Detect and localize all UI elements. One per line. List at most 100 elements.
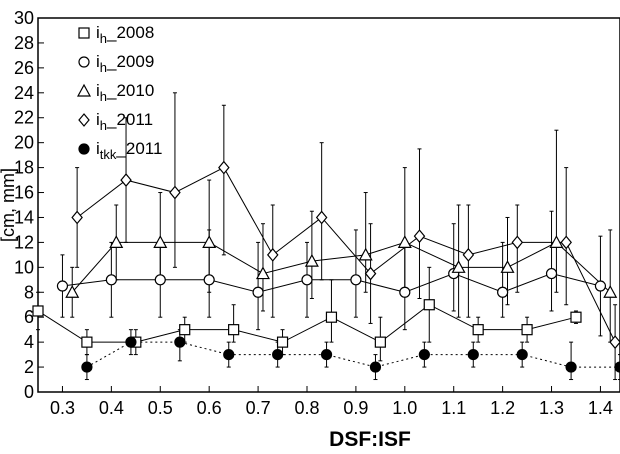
data-point <box>65 285 80 298</box>
y-tick-label: 26 <box>14 58 34 78</box>
x-tick-label: 0.8 <box>294 398 319 418</box>
data-point <box>105 274 117 286</box>
data-point <box>358 247 373 261</box>
data-point <box>374 336 386 348</box>
data-point <box>364 266 377 281</box>
data-point <box>202 235 217 248</box>
data-point <box>276 336 289 348</box>
x-tick-label: 0.4 <box>99 398 124 418</box>
y-tick-label: 12 <box>14 232 34 252</box>
x-tick-label: 1.3 <box>539 398 564 418</box>
data-point <box>609 335 620 350</box>
series-markers <box>32 160 620 373</box>
data-point <box>614 361 620 373</box>
data-point <box>500 260 515 273</box>
x-tick-label: 1.0 <box>392 398 417 418</box>
data-point <box>320 349 333 361</box>
data-point <box>153 235 168 248</box>
data-point <box>545 267 558 280</box>
data-point <box>56 280 69 292</box>
error-bars <box>36 92 620 381</box>
data-point <box>467 349 479 361</box>
legend-marker <box>76 83 92 97</box>
data-point <box>472 324 484 336</box>
y-tick-label: 0 <box>24 382 34 402</box>
series-line <box>76 166 616 343</box>
y-tick-label: 28 <box>14 33 34 53</box>
data-point <box>511 235 524 250</box>
x-tick-label: 0.3 <box>50 398 75 418</box>
data-point <box>179 324 191 336</box>
x-tick-label: 1.4 <box>588 398 613 418</box>
y-tick-label: 30 <box>14 8 34 28</box>
data-point <box>223 349 235 361</box>
data-point <box>252 286 264 298</box>
plot-area <box>37 17 620 393</box>
data-point <box>109 235 124 248</box>
series-line <box>71 241 611 293</box>
data-point <box>549 235 564 248</box>
legend-entry: ih_2009 <box>96 52 154 75</box>
data-point <box>218 160 230 175</box>
data-point <box>203 274 215 286</box>
data-point <box>255 266 270 280</box>
data-point <box>423 299 435 311</box>
data-point <box>570 311 582 323</box>
y-tick-label: 20 <box>14 133 34 153</box>
data-point <box>325 311 338 323</box>
series-line <box>62 273 601 293</box>
y-tick-label: 18 <box>14 158 34 178</box>
data-point <box>397 235 412 248</box>
x-tick-label: 1.1 <box>441 398 466 418</box>
data-point <box>81 361 93 373</box>
legend-entry: ih_2011 <box>96 110 153 133</box>
data-point <box>560 235 572 250</box>
x-ticks: 0.3 0.4 0.5 0.6 0.7 0.8 0.9 1.0 1.1 1.2 1.3 1.4 <box>50 386 613 418</box>
legend-marker <box>78 56 90 68</box>
x-axis-title: DSF:ISF <box>329 428 411 451</box>
data-point <box>413 229 426 244</box>
data-point <box>603 285 618 298</box>
series-line <box>86 341 620 368</box>
y-tick-label: 14 <box>14 207 34 227</box>
data-point <box>81 336 93 348</box>
data-point <box>272 349 284 361</box>
y-axis-title: [cm, mm] <box>0 168 18 242</box>
x-tick-label: 0.5 <box>148 398 173 418</box>
series-lines <box>37 166 620 368</box>
y-tick-label: 16 <box>14 183 34 203</box>
y-tick-label: 24 <box>14 83 34 103</box>
y-tick-label: 6 <box>24 307 34 327</box>
y-tick-label: 22 <box>14 108 34 128</box>
data-point <box>350 274 362 286</box>
data-point <box>315 210 328 225</box>
data-point <box>125 336 137 348</box>
data-point <box>228 324 240 336</box>
x-tick-label: 0.7 <box>246 398 271 418</box>
x-tick-label: 0.9 <box>343 398 368 418</box>
legend-entry: itkk_2011 <box>96 139 162 162</box>
data-point <box>451 260 466 273</box>
data-point <box>71 210 83 225</box>
data-point <box>32 305 44 317</box>
y-tick-label: 2 <box>24 357 34 377</box>
y-tick-label: 8 <box>24 282 34 302</box>
legend-marker <box>78 113 90 127</box>
x-tick-label: 1.2 <box>490 398 515 418</box>
legend-marker <box>78 143 90 155</box>
legend-entry: ih_2008 <box>96 23 154 46</box>
legend: ih_2008 ih_2009 ih_2010 ih_2011 itkk_2011 <box>76 23 162 162</box>
data-point <box>266 247 279 262</box>
data-point <box>154 274 166 286</box>
x-tick-label: 0.6 <box>197 398 222 418</box>
data-point <box>516 349 528 361</box>
data-point <box>120 173 132 188</box>
data-point <box>565 361 577 373</box>
y-tick-label: 4 <box>24 332 34 352</box>
y-tick-label: 10 <box>14 257 34 277</box>
data-point <box>169 185 181 200</box>
data-point <box>369 361 382 373</box>
data-point <box>399 286 411 298</box>
